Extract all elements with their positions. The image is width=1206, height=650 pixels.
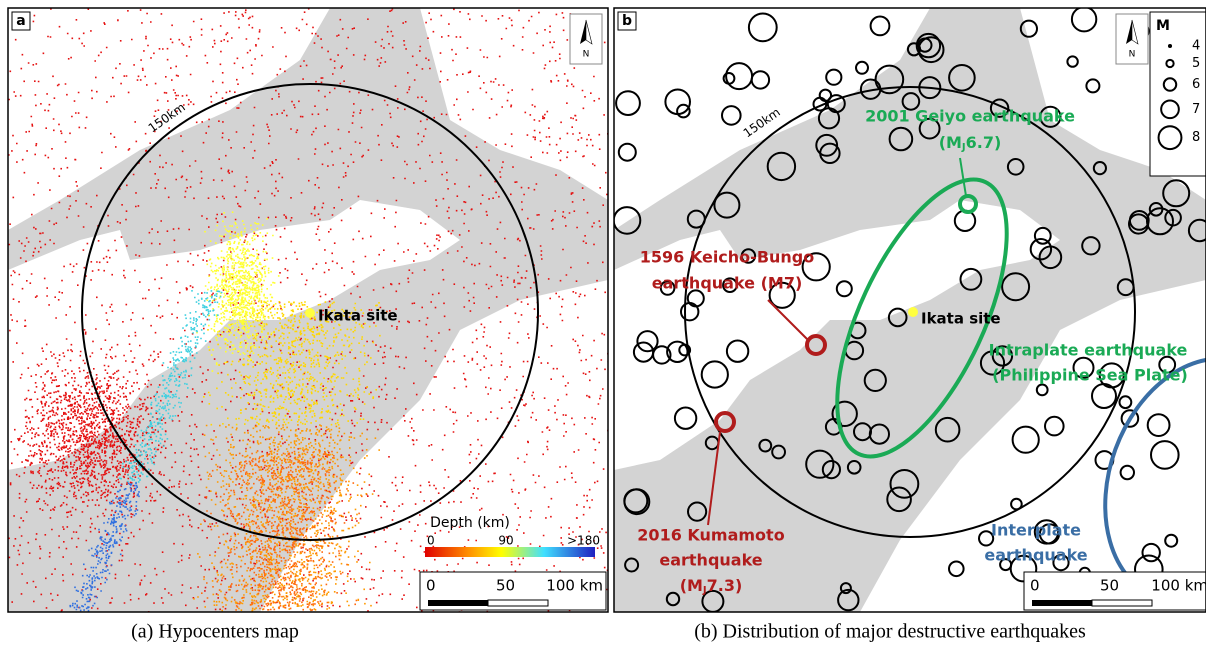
legend <box>1150 12 1206 176</box>
scale-tick: 100 km <box>1151 577 1206 595</box>
legend-label: 4 <box>1192 39 1200 54</box>
site-marker <box>908 307 918 317</box>
depth-tick: 0 <box>427 534 435 548</box>
depth-title: Depth (km) <box>430 515 510 531</box>
intraplate-label: Intraplate earthquake <box>989 341 1188 360</box>
caption: (a) Hypocenters map <box>131 621 299 643</box>
map-b: 150km Ikata site 2001 Geiyo earthquake (… <box>614 7 1206 628</box>
kumamoto-mag: (MJ7.3) <box>680 576 743 597</box>
north-label: N <box>1129 50 1136 60</box>
site-label: Ikata site <box>921 310 1001 328</box>
legend-label: 7 <box>1192 102 1200 117</box>
interplate-label: earthquake <box>984 546 1087 565</box>
panel-label: b <box>622 13 632 29</box>
site-label: Ikata site <box>318 307 398 325</box>
depth-tick: >180 <box>567 534 600 548</box>
geiyo-mag: (MJ6.7) <box>939 133 1002 154</box>
scale-tick: 50 <box>496 577 515 595</box>
map-a: 150km Ikata site N Depth (km) 0 90 >180 … <box>8 8 610 613</box>
legend-label: 6 <box>1192 77 1200 92</box>
caption: (b) Distribution of major destructive ea… <box>694 621 1086 643</box>
site-marker <box>305 308 315 318</box>
intraplate-label: (Philippine Sea Plate) <box>992 366 1188 385</box>
legend-label: 8 <box>1192 130 1200 145</box>
scale-tick: 50 <box>1100 577 1119 595</box>
depth-colorbar <box>425 547 595 557</box>
scale-tick: 100 km <box>546 577 603 595</box>
interplate-label: Interplate <box>991 521 1081 540</box>
north-label: N <box>583 50 590 60</box>
kumamoto-label: 2016 Kumamoto <box>637 526 784 545</box>
figure: 150km Ikata site N Depth (km) 0 90 >180 … <box>0 0 1206 650</box>
scale-tick: 0 <box>426 577 436 595</box>
depth-tick: 90 <box>498 534 513 548</box>
panel-label: a <box>16 13 25 29</box>
geiyo-label: 2001 Geiyo earthquake <box>865 107 1075 126</box>
kumamoto-label: earthquake <box>659 551 762 570</box>
keicho-label: earthquake (M7) <box>652 274 803 293</box>
legend-label: 5 <box>1192 56 1200 71</box>
keicho-label: 1596 Keicho-Bungo <box>640 248 814 267</box>
scale-tick: 0 <box>1030 577 1040 595</box>
legend-title: M <box>1156 18 1170 34</box>
